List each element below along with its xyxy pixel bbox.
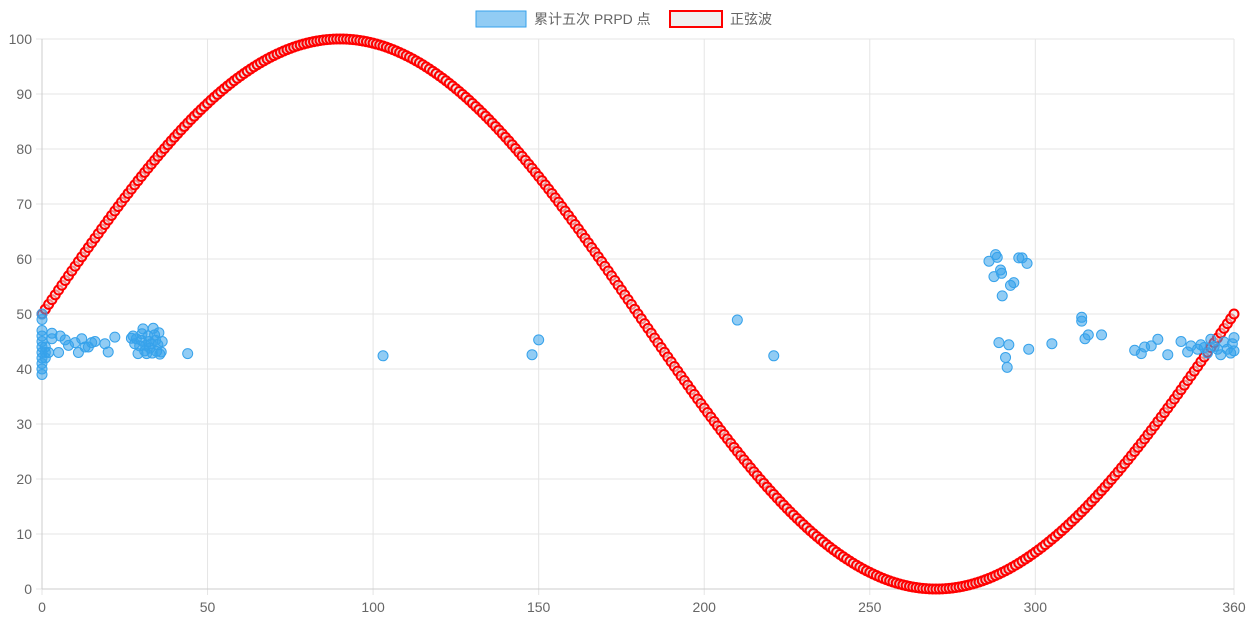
sine-series	[36, 33, 1240, 595]
prpd-point	[533, 334, 545, 346]
legend-label: 累计五次 PRPD 点	[534, 11, 651, 27]
legend-item[interactable]: 正弦波	[669, 10, 772, 28]
legend-label: 正弦波	[730, 11, 772, 27]
prpd-point	[1003, 339, 1015, 351]
prpd-point	[1228, 345, 1240, 357]
prpd-point	[996, 290, 1008, 302]
x-tick-label: 100	[361, 599, 385, 615]
prpd-point	[1162, 349, 1174, 361]
legend-item[interactable]: 累计五次 PRPD 点	[475, 10, 651, 28]
y-tick-label: 90	[16, 86, 32, 102]
y-tick-label: 10	[16, 526, 32, 542]
y-tick-label: 0	[24, 581, 32, 597]
prpd-point	[36, 308, 48, 320]
prpd-point	[1021, 257, 1033, 269]
y-tick-label: 100	[9, 31, 33, 47]
prpd-point	[1152, 333, 1164, 345]
prpd-point	[996, 267, 1008, 279]
prpd-point	[36, 325, 48, 336]
prpd-point	[731, 314, 743, 326]
sine-point	[1228, 308, 1240, 320]
prpd-series	[36, 249, 1240, 380]
prpd-point	[182, 348, 194, 360]
y-tick-label: 20	[16, 471, 32, 487]
prpd-point	[1076, 315, 1088, 327]
prpd-point	[1000, 351, 1012, 363]
prpd-point	[768, 350, 780, 362]
prpd-point	[156, 336, 168, 347]
legend-swatch	[475, 10, 527, 28]
prpd-point	[377, 350, 389, 362]
y-tick-label: 40	[16, 361, 32, 377]
x-tick-label: 250	[858, 599, 882, 615]
prpd-point	[526, 349, 538, 361]
prpd-point	[43, 347, 55, 358]
x-tick-label: 50	[200, 599, 216, 615]
x-tick-label: 0	[38, 599, 46, 615]
legend: 累计五次 PRPD 点 正弦波	[475, 10, 772, 28]
prpd-point	[1008, 277, 1020, 289]
prpd-point	[1202, 347, 1214, 359]
y-tick-label: 60	[16, 251, 32, 267]
prpd-point	[1082, 329, 1094, 341]
x-tick-label: 150	[527, 599, 551, 615]
x-tick-label: 360	[1222, 599, 1246, 615]
prpd-point	[109, 331, 121, 343]
x-tick-label: 300	[1024, 599, 1048, 615]
y-tick-label: 50	[16, 306, 32, 322]
prpd-point	[1175, 336, 1187, 347]
axis-layer: 0 10 20 30 40 50 60 70 80 90 100 0 50 100 150 200 250 300…	[9, 31, 1246, 615]
y-tick-label: 80	[16, 141, 32, 157]
prpd-point	[89, 336, 101, 347]
legend-swatch	[669, 10, 723, 28]
prpd-point	[1228, 332, 1240, 344]
prpd-point	[1023, 343, 1035, 355]
prpd-point	[993, 337, 1005, 349]
x-tick-label: 200	[693, 599, 717, 615]
prpd-point	[1001, 361, 1013, 373]
y-tick-label: 70	[16, 196, 32, 212]
prpd-point	[53, 347, 65, 358]
prpd-point	[991, 251, 1003, 263]
y-tick-label: 30	[16, 416, 32, 432]
series-layer	[36, 33, 1240, 595]
prpd-point	[1096, 329, 1108, 341]
prpd-point	[1145, 340, 1157, 352]
prpd-point	[155, 346, 167, 358]
prpd-point	[1046, 338, 1058, 350]
prpd-point	[102, 346, 114, 358]
